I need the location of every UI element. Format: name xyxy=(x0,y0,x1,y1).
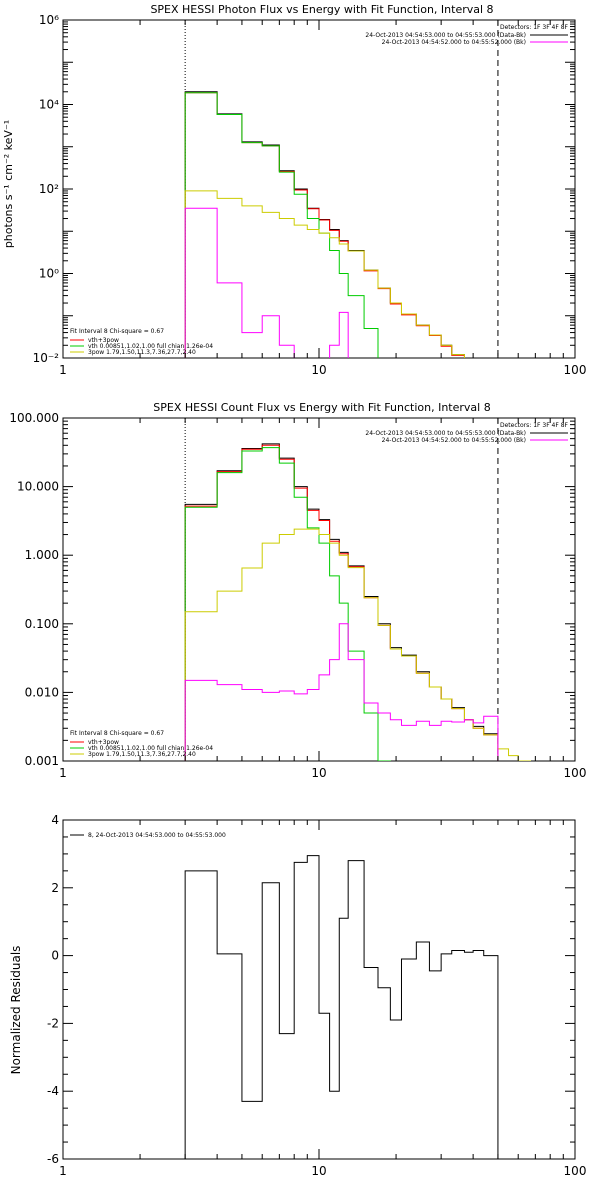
photon-flux-title: SPEX HESSI Photon Flux vs Energy with Fi… xyxy=(150,3,493,16)
residual-y-tick-label: 0 xyxy=(51,949,59,963)
count-series-vth xyxy=(184,447,391,761)
photon-x-tick-label: 1 xyxy=(59,363,67,377)
count-legend-3pow: 3pow 1.79,1.50,11.3,7.36,27.7,2.40 xyxy=(88,751,196,758)
photon-y-tick-label: 10⁻² xyxy=(33,351,60,365)
count-legend-bk: 24-Oct-2013 04:54:52.000 to 04:55:52.000… xyxy=(382,437,526,444)
count-legend-vth3pow: vth+3pow xyxy=(88,739,119,746)
photon-flux-legend-bottom: Fit Interval 8 Chi-square = 0.67 vth+3po… xyxy=(70,328,213,356)
photon-x-tick-label: 100 xyxy=(564,363,587,377)
photon-legend-vth3pow: vth+3pow xyxy=(88,337,119,344)
count-y-tick-label: 0.001 xyxy=(25,754,59,768)
photon-legend-data-bk: 24-Oct-2013 04:54:53.000 to 04:55:53.000… xyxy=(365,32,526,39)
photon-series-vth-3pow xyxy=(184,92,465,358)
photon-legend-bk: 24-Oct-2013 04:54:52.000 to 04:55:52.000… xyxy=(382,39,526,46)
count-legend-data-bk: 24-Oct-2013 04:54:53.000 to 04:55:53.000… xyxy=(365,430,526,437)
count-flux-panel: SPEX HESSI Count Flux vs Energy with Fit… xyxy=(9,401,586,780)
count-y-tick-label: 0.100 xyxy=(25,617,59,631)
photon-series-vth xyxy=(184,92,379,358)
residual-y-tick-label: 2 xyxy=(51,881,59,895)
photon-y-tick-label: 10⁴ xyxy=(39,98,59,112)
count-x-tick-label: 100 xyxy=(564,766,587,780)
photon-y-tick-label: 10² xyxy=(39,182,59,196)
photon-flux-panel: SPEX HESSI Photon Flux vs Energy with Fi… xyxy=(2,3,587,377)
count-series-3pow xyxy=(184,528,531,761)
count-series-bk xyxy=(184,623,499,761)
count-flux-legend-top: Detectors: 1F 3F 4F 8F 24-Oct-2013 04:54… xyxy=(365,422,568,444)
residual-y-tick-label: -6 xyxy=(47,1152,59,1166)
count-flux-title: SPEX HESSI Count Flux vs Energy with Fit… xyxy=(153,401,490,414)
count-series-data-bk xyxy=(184,443,499,761)
residuals-legend: 8, 24-Oct-2013 04:54:53.000 to 04:55:53.… xyxy=(70,832,226,839)
count-legend-detectors: Detectors: 1F 3F 4F 8F xyxy=(500,422,569,429)
count-y-tick-label: 0.010 xyxy=(25,685,59,699)
count-legend-fit-header: Fit Interval 8 Chi-square = 0.67 xyxy=(70,730,164,737)
residual-y-tick-label: 4 xyxy=(51,813,59,827)
count-y-tick-label: 1.000 xyxy=(25,548,59,562)
residuals-panel: Normalized Residuals 1 10 100 -6 -4 -2 0 2 4 8, … xyxy=(9,813,586,1178)
photon-series-bk xyxy=(184,207,349,358)
count-y-tick-label: 10.000 xyxy=(17,480,59,494)
residual-x-tick-label: 1 xyxy=(59,1164,67,1178)
photon-legend-vth: vth 0.00851,1.02,1.00 full chian 1.26e-0… xyxy=(88,343,213,350)
residual-series-residuals xyxy=(184,855,499,1159)
photon-y-tick-label: 10⁶ xyxy=(39,13,59,27)
residual-y-tick-label: -2 xyxy=(47,1016,59,1030)
residual-x-tick-label: 10 xyxy=(311,1164,326,1178)
photon-series-data-bk xyxy=(184,91,465,358)
count-y-tick-label: 100.000 xyxy=(9,411,59,425)
photon-x-tick-label: 10 xyxy=(311,363,326,377)
photon-flux-legend-top: Detectors: 1F 3F 4F 8F 24-Oct-2013 04:54… xyxy=(365,24,568,46)
count-legend-vth: vth 0.00851,1.02,1.00 full chian 1.26e-0… xyxy=(88,745,213,752)
residual-y-tick-label: -4 xyxy=(47,1084,59,1098)
residual-x-tick-label: 100 xyxy=(564,1164,587,1178)
count-flux-legend-bottom: Fit Interval 8 Chi-square = 0.67 vth+3po… xyxy=(70,730,213,758)
photon-legend-fit-header: Fit Interval 8 Chi-square = 0.67 xyxy=(70,328,164,335)
photon-series-3pow xyxy=(184,190,465,358)
count-x-tick-label: 10 xyxy=(311,766,326,780)
photon-flux-ylabel: photons s⁻¹ cm⁻² keV⁻¹ xyxy=(2,120,15,248)
count-x-tick-label: 1 xyxy=(59,766,67,780)
photon-legend-3pow: 3pow 1.79,1.50,11.3,7.36,27.7,2.40 xyxy=(88,349,196,356)
photon-legend-detectors: Detectors: 1F 3F 4F 8F xyxy=(500,24,569,31)
residuals-ylabel: Normalized Residuals xyxy=(9,946,23,1075)
count-series-vth-3pow xyxy=(184,444,499,761)
residuals-legend-label: 8, 24-Oct-2013 04:54:53.000 to 04:55:53.… xyxy=(88,832,226,839)
photon-y-tick-label: 10⁰ xyxy=(39,267,59,281)
